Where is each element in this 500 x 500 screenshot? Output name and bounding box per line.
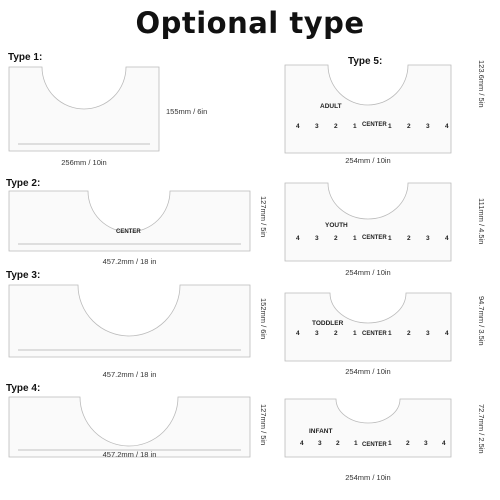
scale-number: 4: [445, 123, 449, 130]
type-3-ruler: [8, 284, 251, 358]
toddler-ruler: [284, 292, 452, 362]
adult-height: 123.6mm / 5in: [477, 60, 486, 108]
adult-center: CENTER: [362, 122, 387, 128]
scale-number: 2: [334, 123, 338, 130]
youth-width: 254mm / 10in: [345, 268, 391, 277]
scale-number: 3: [315, 123, 319, 130]
scale-number: 2: [407, 235, 411, 242]
type-5-label: Type 5:: [348, 56, 383, 67]
scale-number: 1: [353, 235, 357, 242]
type-2-ruler: [8, 190, 251, 252]
scale-number: 3: [318, 440, 322, 447]
scale-number: 4: [442, 440, 446, 447]
scale-number: 4: [445, 330, 449, 337]
scale-number: 2: [406, 440, 410, 447]
type-1-width: 256mm / 10in: [61, 158, 107, 167]
scale-number: 4: [296, 123, 300, 130]
scale-number: 1: [353, 123, 357, 130]
toddler-label: TODDLER: [312, 320, 344, 327]
type-1-height: 155mm / 6in: [166, 107, 208, 116]
scale-number: 3: [315, 235, 319, 242]
scale-number: 1: [353, 330, 357, 337]
scale-number: 4: [296, 235, 300, 242]
scale-number: 4: [300, 440, 304, 447]
scale-number: 2: [336, 440, 340, 447]
scale-number: 1: [388, 235, 392, 242]
toddler-height: 94.7mm / 3.5in: [477, 296, 486, 346]
youth-label: YOUTH: [325, 222, 348, 229]
type-2-label: Type 2:: [6, 178, 41, 189]
infant-label: INFANT: [309, 428, 333, 435]
scale-number: 4: [296, 330, 300, 337]
youth-center: CENTER: [362, 235, 387, 241]
type-2-width: 457.2mm / 18 in: [102, 257, 157, 266]
scale-number: 1: [388, 123, 392, 130]
type-3-height: 152mm / 6in: [259, 298, 268, 340]
type-2-center: CENTER: [116, 229, 141, 235]
page-title: Optional type: [135, 6, 365, 40]
type-4-width: 457.2mm / 18 in: [102, 450, 157, 459]
type-4-ruler: [8, 396, 251, 458]
infant-ruler: [284, 398, 452, 458]
type-3-label: Type 3:: [6, 270, 41, 281]
type-1-ruler: [8, 66, 160, 152]
scale-number: 1: [354, 440, 358, 447]
type-3-width: 457.2mm / 18 in: [102, 370, 157, 379]
scale-number: 2: [334, 235, 338, 242]
type-1-label: Type 1:: [8, 52, 43, 63]
scale-number: 3: [426, 235, 430, 242]
scale-number: 2: [407, 123, 411, 130]
infant-center: CENTER: [362, 442, 387, 448]
scale-number: 3: [315, 330, 319, 337]
toddler-center: CENTER: [362, 331, 387, 337]
toddler-width: 254mm / 10in: [345, 367, 391, 376]
scale-number: 3: [426, 330, 430, 337]
scale-number: 3: [426, 123, 430, 130]
scale-number: 3: [424, 440, 428, 447]
scale-number: 1: [388, 330, 392, 337]
scale-number: 2: [334, 330, 338, 337]
type-4-label: Type 4:: [6, 383, 41, 394]
scale-number: 2: [407, 330, 411, 337]
type-2-height: 127mm / 5in: [259, 196, 268, 238]
infant-width: 254mm / 10in: [345, 473, 391, 482]
youth-height: 111mm / 4.5in: [477, 198, 486, 245]
infant-height: 72.7mm / 2.5in: [477, 404, 486, 454]
adult-ruler: [284, 64, 452, 154]
scale-number: 1: [388, 440, 392, 447]
scale-number: 4: [445, 235, 449, 242]
youth-ruler: [284, 182, 452, 262]
type-4-height: 127mm / 5in: [259, 404, 268, 446]
adult-width: 254mm / 10in: [345, 156, 391, 165]
adult-label: ADULT: [320, 103, 342, 110]
